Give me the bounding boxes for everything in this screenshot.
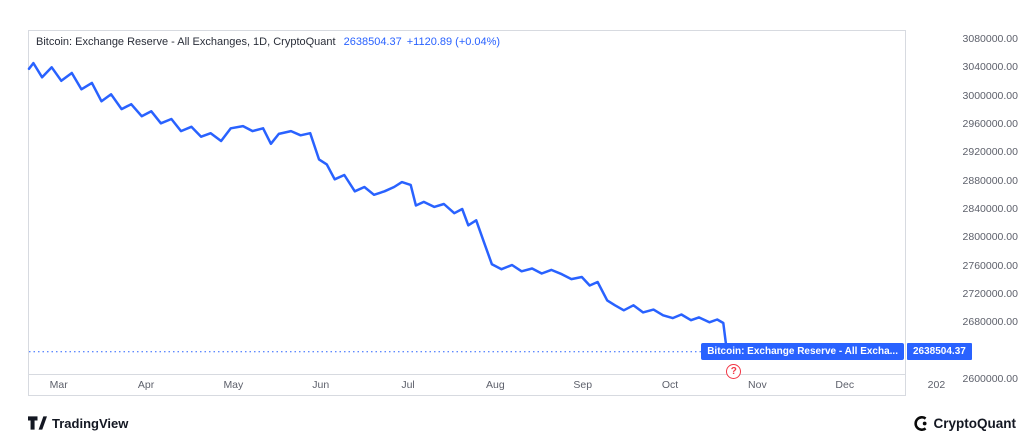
cryptoquant-brand-text: CryptoQuant — [933, 415, 1017, 431]
chart-frame — [28, 30, 906, 396]
time-axis-label: Jun — [312, 379, 330, 391]
price-axis-label: 3000000.00 — [962, 89, 1018, 102]
time-axis[interactable]: Mar Apr May Jun Jul Aug Sep Oct Nov Dec 202 — [29, 377, 1023, 396]
price-axis-label: 2760000.00 — [962, 259, 1018, 272]
price-axis-label: 2920000.00 — [962, 146, 1018, 159]
price-axis-label: 3080000.00 — [962, 33, 1018, 45]
cryptoquant-logo-icon — [913, 415, 929, 431]
time-axis-label: Mar — [49, 379, 68, 391]
cryptoquant-brand-link[interactable]: CryptoQuant — [913, 415, 1017, 431]
chart-legend: Bitcoin: Exchange Reserve - All Exchange… — [36, 36, 500, 48]
price-axis-label: 2600000.00 — [962, 373, 1018, 385]
price-axis[interactable]: 2638504.37 3080000.00 3040000.00 3000000.0… — [907, 31, 1022, 396]
series-floating-label: Bitcoin: Exchange Reserve - All Excha... — [701, 343, 904, 361]
price-axis-label: 2800000.00 — [962, 231, 1018, 244]
tradingview-logo-icon — [28, 416, 47, 430]
time-axis-label: 202 — [927, 379, 946, 391]
price-axis-label: 2720000.00 — [962, 288, 1018, 300]
price-axis-label: 2880000.00 — [962, 174, 1018, 187]
time-axis-label: Aug — [486, 379, 505, 391]
legend-last-value: 2638504.37 — [343, 36, 402, 48]
legend-title: Bitcoin: Exchange Reserve - All Exchange… — [36, 36, 336, 48]
price-axis-label: 2840000.00 — [962, 203, 1018, 215]
time-axis-label: Oct — [661, 379, 679, 391]
time-axis-label: Sep — [573, 379, 593, 391]
time-axis-label: Apr — [137, 379, 155, 391]
legend-change: +1120.89 (+0.04%) — [406, 36, 501, 48]
tradingview-brand-text: TradingView — [52, 415, 129, 431]
series-line — [27, 61, 732, 353]
time-axis-separator — [28, 374, 906, 375]
last-price-tag: 2638504.37 — [907, 343, 972, 361]
time-axis-label: Nov — [748, 379, 767, 391]
time-axis-label: May — [223, 379, 244, 391]
time-axis-label: Dec — [835, 379, 855, 391]
tradingview-brand-link[interactable]: TradingView — [28, 416, 128, 431]
question-marker[interactable]: ? — [726, 363, 742, 379]
price-axis-label: 2680000.00 — [962, 316, 1018, 329]
footer: TradingView CryptoQuant — [28, 412, 1016, 434]
time-axis-label: Jul — [401, 379, 415, 391]
price-axis-label: 2960000.00 — [962, 118, 1018, 130]
chart-plot-area[interactable]: Bitcoin: Exchange Reserve - All Excha...… — [27, 31, 905, 379]
price-axis-label: 3040000.00 — [962, 61, 1018, 74]
